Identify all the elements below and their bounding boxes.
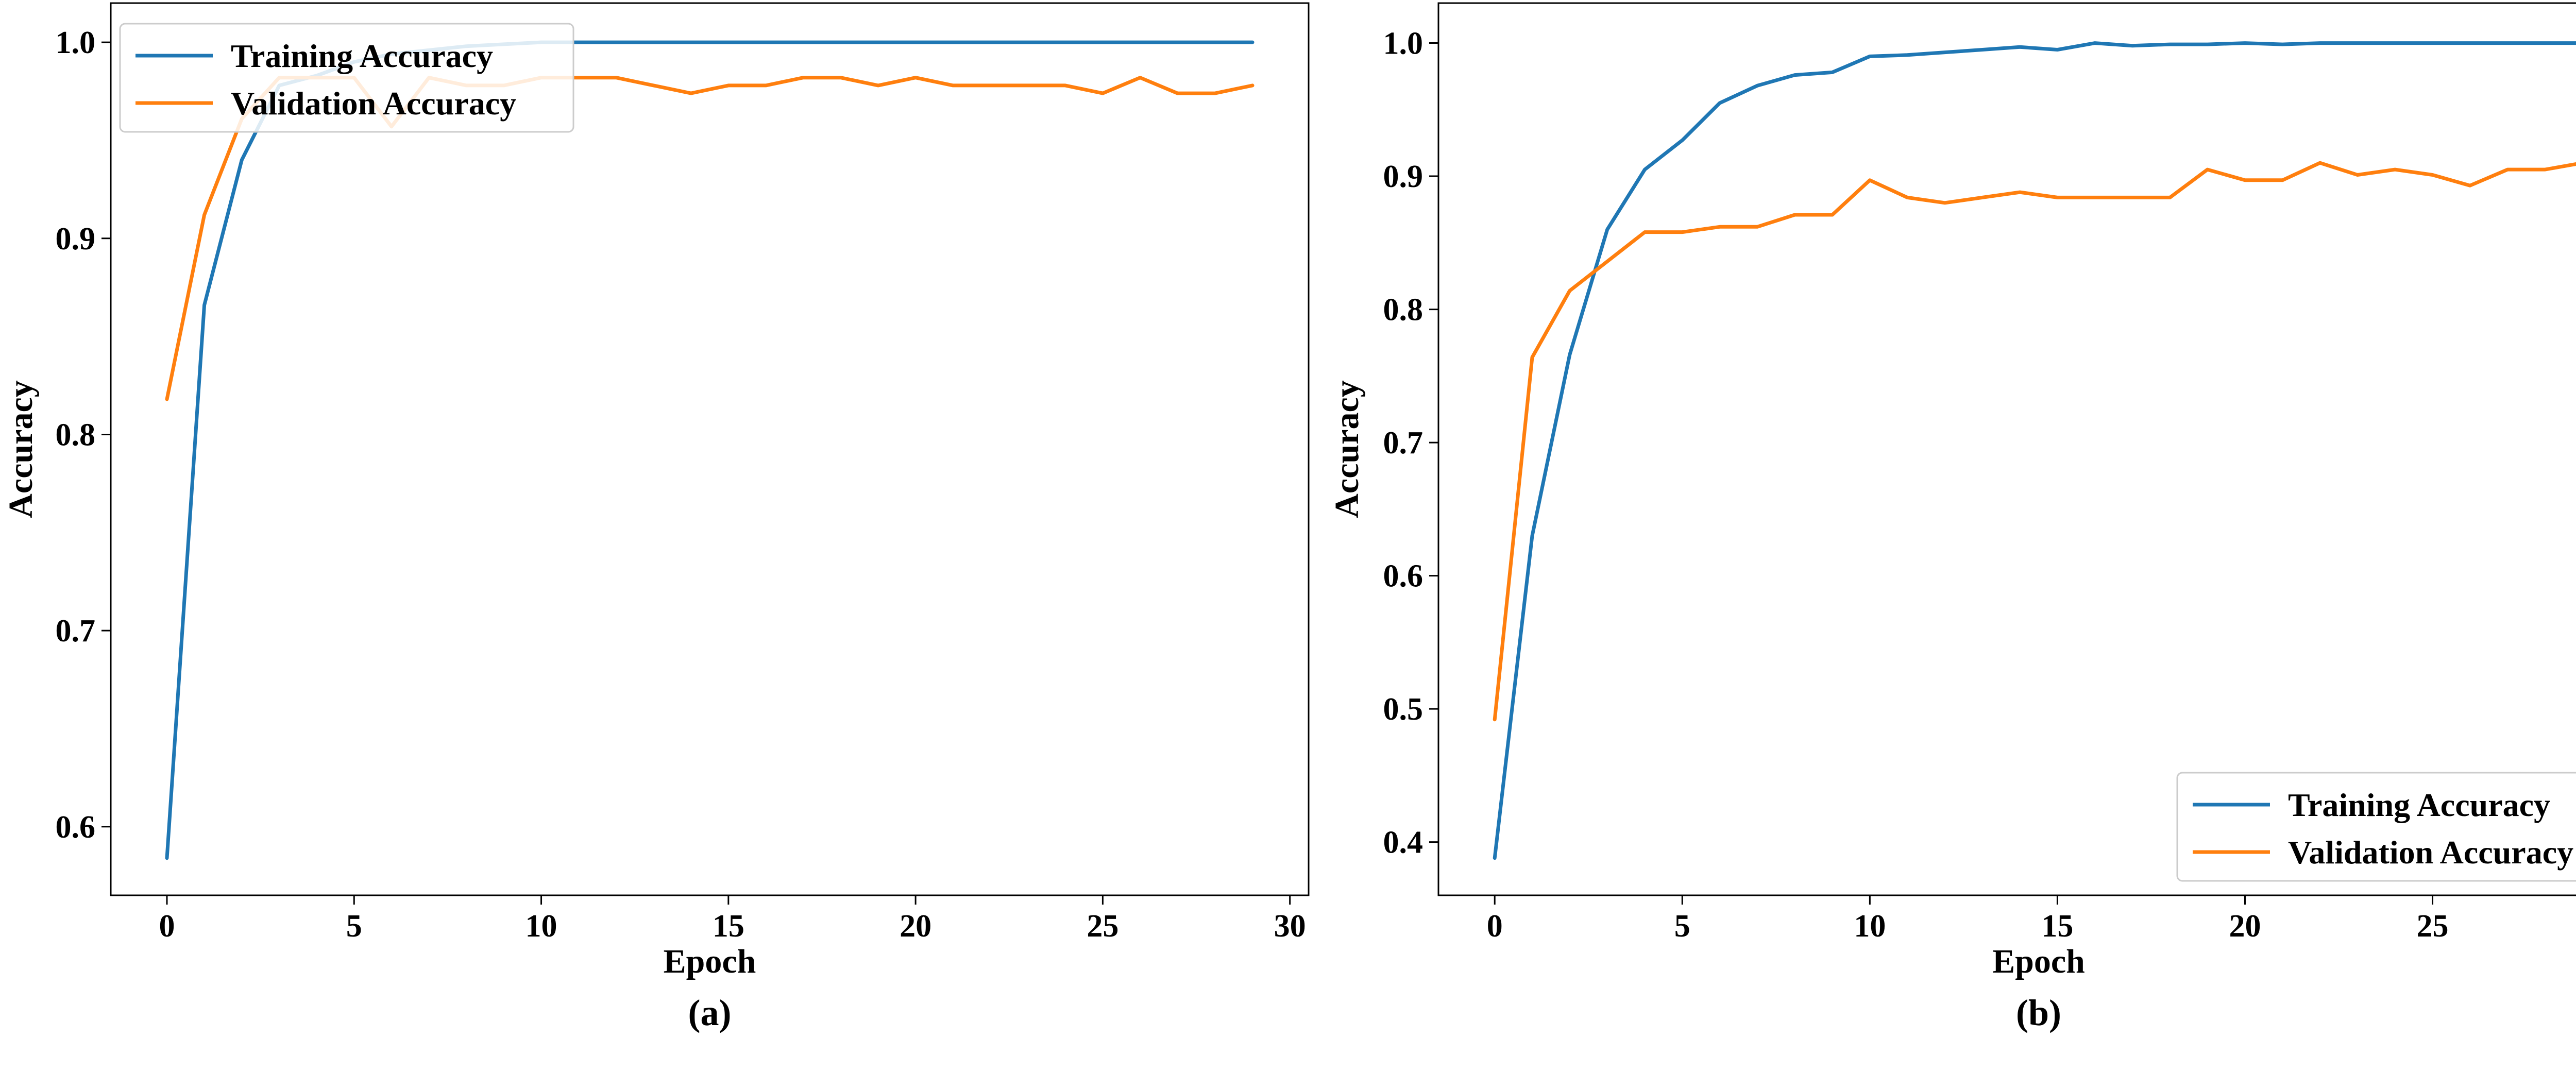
series-line-0	[165, 40, 1255, 860]
x-tick-label: 10	[1854, 909, 1886, 944]
x-tick-label: 0	[159, 909, 175, 944]
y-tick-label: 1.0	[56, 25, 96, 60]
legend-box	[2176, 772, 2576, 882]
y-tick-label: 0.5	[1383, 692, 1423, 727]
legend-box	[119, 23, 574, 133]
y-axis-label: Accuracy	[1328, 380, 1366, 518]
series-line-0	[1493, 41, 2576, 860]
series-line-1	[1493, 161, 2576, 722]
legend: Training Accuracy Validation Accuracy	[119, 23, 574, 133]
chart-panel-b: 0510152025300.40.50.60.70.80.91.0EpochAc…	[1326, 0, 2576, 1072]
x-tick-label: 10	[526, 909, 557, 944]
y-axis-label: Accuracy	[2, 380, 40, 518]
x-tick-label: 5	[346, 909, 362, 944]
chart-a-svg: 0 5 10 15 20 25 30 0.6 0.7 0.8 0.9 1.0 Epoch Accuracy…	[2, 2, 1310, 1033]
y-tick-label: 1.0	[1383, 26, 1423, 61]
x-tick-label: 15	[2041, 909, 2073, 944]
y-tick-label: 0.9	[56, 222, 96, 257]
y-tick-label: 0.8	[1383, 293, 1423, 328]
x-tick-label: 15	[713, 909, 744, 944]
x-tick-label: 25	[2417, 909, 2449, 944]
legend-entry-0: Training Accuracy	[231, 38, 493, 74]
panel-caption: (b)	[2016, 992, 2061, 1033]
legend-entry-1: Validation Accuracy	[2288, 834, 2573, 871]
y-tick-label: 0.9	[1383, 159, 1423, 194]
x-tick-label: 5	[1674, 909, 1690, 944]
x-tick-label: 0	[1487, 909, 1503, 944]
y-tick-label: 0.8	[56, 417, 96, 452]
y-tick-label: 0.6	[1383, 559, 1423, 594]
y-tick-label: 0.6	[56, 810, 96, 845]
plot-frame	[1437, 2, 2576, 896]
legend: Training Accuracy Validation Accuracy	[2176, 772, 2576, 882]
x-axis-label: Epoch	[664, 943, 756, 980]
x-tick-label: 20	[900, 909, 931, 944]
panel-caption: (a)	[688, 992, 732, 1033]
x-tick-label: 25	[1087, 909, 1118, 944]
chart-panel-a: 0 5 10 15 20 25 30 0.6 0.7 0.8 0.9 1.0 Epoch Accuracy…	[2, 2, 1310, 1033]
x-tick-label: 20	[2229, 909, 2261, 944]
y-tick-label: 0.4	[1383, 825, 1423, 860]
plot-frame	[110, 2, 1310, 896]
y-tick-label: 0.7	[56, 614, 96, 649]
x-axis-label: Epoch	[1992, 943, 2085, 980]
chart-b-svg: 0510152025300.40.50.60.70.80.91.0EpochAc…	[1328, 2, 2576, 1033]
x-tick-label: 30	[1274, 909, 1306, 944]
legend-entry-0: Training Accuracy	[2288, 787, 2550, 823]
legend-entry-1: Validation Accuracy	[231, 85, 516, 122]
y-tick-label: 0.7	[1383, 426, 1423, 461]
